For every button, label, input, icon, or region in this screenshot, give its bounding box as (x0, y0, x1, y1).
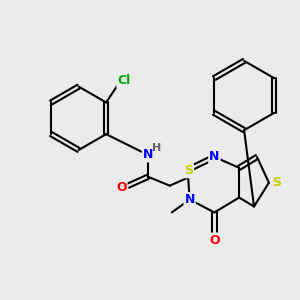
Text: H: H (152, 143, 162, 153)
Text: S: S (184, 164, 193, 177)
Text: N: N (143, 148, 153, 161)
Text: Cl: Cl (117, 74, 130, 87)
Text: N: N (209, 150, 220, 164)
Text: O: O (209, 234, 220, 247)
Text: N: N (184, 193, 195, 206)
Text: O: O (116, 181, 127, 194)
Text: S: S (272, 176, 281, 189)
